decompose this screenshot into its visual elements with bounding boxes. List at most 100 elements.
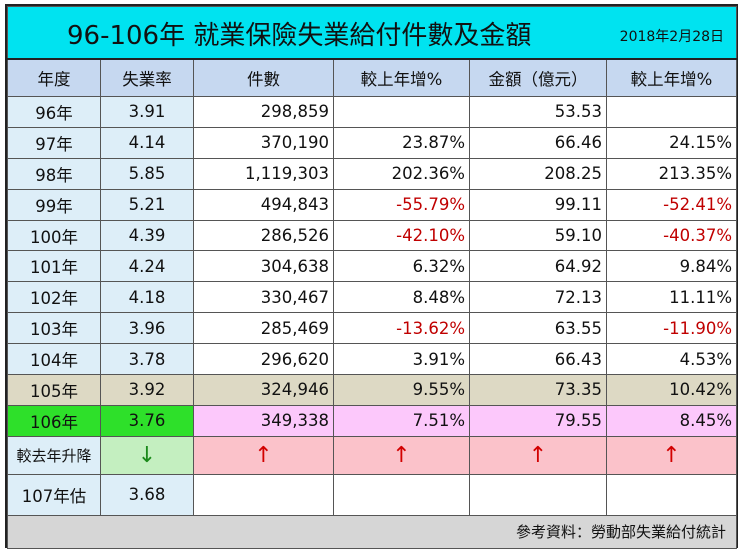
- data-table-sheet: 96-106年 就業保險失業給付件數及金額 2018年2月28日 年度 失業率 …: [5, 4, 738, 549]
- amount-change-cell: -11.90%: [605, 312, 738, 345]
- table-row: 99年 5.21 494,843 -55.79% 99.11 -52.41%: [7, 188, 738, 221]
- source-note: 參考資料：勞動部失業給付統計: [6, 514, 738, 549]
- cases-change-cell: 23.87%: [333, 126, 470, 159]
- table-row: 100年 4.39 286,526 -42.10% 59.10 -40.37%: [7, 219, 738, 252]
- cases-cell: 494,843: [193, 188, 334, 221]
- estimate-empty-cell: [333, 473, 470, 516]
- table-row: 102年 4.18 330,467 8.48% 72.13 11.11%: [7, 281, 738, 314]
- col-header-year: 年度: [7, 58, 101, 97]
- cases-change-cell: 3.91%: [333, 343, 470, 376]
- cases-cell: 285,469: [193, 312, 334, 345]
- unemployment-rate-cell: 4.14: [100, 126, 194, 159]
- cases-change-cell: 7.51%: [333, 404, 470, 437]
- table-row: 96年 3.91 298,859 53.53: [7, 96, 738, 128]
- amount-change-cell: 11.11%: [605, 281, 738, 314]
- table-row: 97年 4.14 370,190 23.87% 66.46 24.15%: [7, 126, 738, 159]
- table-row: 98年 5.85 1,119,303 202.36% 208.25 213.35%: [7, 157, 738, 190]
- unemployment-rate-cell: 3.92: [100, 374, 194, 406]
- amount-cell: 208.25: [469, 157, 607, 190]
- data-table: 96-106年 就業保險失業給付件數及金額 2018年2月28日 年度 失業率 …: [6, 6, 738, 549]
- title-cell: 96-106年 就業保險失業給付件數及金額 2018年2月28日: [6, 6, 738, 60]
- cases-cell: 349,338: [193, 404, 334, 437]
- year-cell: 100年: [7, 219, 101, 252]
- estimate-row: 107年估 3.68: [7, 473, 738, 516]
- amount-up-arrow-icon: ↑: [469, 435, 607, 475]
- unemployment-rate-cell: 4.39: [100, 219, 194, 252]
- cases-change-cell: [333, 96, 470, 128]
- year-cell: 96年: [7, 96, 101, 128]
- estimate-empty-cell: [469, 473, 607, 516]
- year-cell: 99年: [7, 188, 101, 221]
- amount-change-cell: 213.35%: [605, 157, 738, 190]
- rate-down-arrow-icon: ↓: [100, 435, 194, 475]
- header-row: 年度 失業率 件數 較上年增% 金額（億元） 較上年增%: [7, 58, 738, 97]
- year-cell: 98年: [7, 157, 101, 190]
- cases-cell: 286,526: [193, 219, 334, 252]
- cases-cell: 370,190: [193, 126, 334, 159]
- cases-change-cell: -42.10%: [333, 219, 470, 252]
- cases-change-up-arrow-icon: ↑: [333, 435, 470, 475]
- estimate-empty-cell: [605, 473, 738, 516]
- col-header-cases-change: 較上年增%: [333, 58, 470, 97]
- cases-cell: 296,620: [193, 343, 334, 376]
- col-header-rate: 失業率: [100, 58, 194, 97]
- year-cell: 97年: [7, 126, 101, 159]
- amount-change-cell: 9.84%: [605, 250, 738, 283]
- cases-change-cell: 6.32%: [333, 250, 470, 283]
- cases-up-arrow-icon: ↑: [193, 435, 334, 475]
- amount-cell: 66.43: [469, 343, 607, 376]
- year-cell: 104年: [7, 343, 101, 376]
- table-row: 105年 3.92 324,946 9.55% 73.35 10.42%: [7, 374, 738, 406]
- cases-change-cell: -13.62%: [333, 312, 470, 345]
- amount-cell: 64.92: [469, 250, 607, 283]
- year-cell: 101年: [7, 250, 101, 283]
- amount-cell: 66.46: [469, 126, 607, 159]
- col-header-amount-change: 較上年增%: [605, 58, 738, 97]
- year-cell: 102年: [7, 281, 101, 314]
- trend-row: 較去年升降 ↓ ↑ ↑ ↑ ↑: [7, 435, 738, 475]
- amount-cell: 59.10: [469, 219, 607, 252]
- cases-change-cell: 202.36%: [333, 157, 470, 190]
- amount-cell: 72.13: [469, 281, 607, 314]
- estimate-empty-cell: [193, 473, 334, 516]
- amount-change-cell: -52.41%: [605, 188, 738, 221]
- amount-change-cell: 8.45%: [605, 404, 738, 437]
- estimate-year: 107年估: [7, 473, 101, 516]
- trend-label: 較去年升降: [7, 435, 101, 475]
- unemployment-rate-cell: 4.18: [100, 281, 194, 314]
- amount-change-cell: 4.53%: [605, 343, 738, 376]
- table-row: 104年 3.78 296,620 3.91% 66.43 4.53%: [7, 343, 738, 376]
- table-title: 96-106年 就業保險失業給付件數及金額: [67, 20, 532, 51]
- unemployment-rate-cell: 3.78: [100, 343, 194, 376]
- table-row: 101年 4.24 304,638 6.32% 64.92 9.84%: [7, 250, 738, 283]
- amount-change-cell: -40.37%: [605, 219, 738, 252]
- year-cell: 103年: [7, 312, 101, 345]
- amount-cell: 73.35: [469, 374, 607, 406]
- cases-cell: 298,859: [193, 96, 334, 128]
- table-row: 106年 3.76 349,338 7.51% 79.55 8.45%: [7, 404, 738, 437]
- amount-cell: 53.53: [469, 96, 607, 128]
- table-row: 103年 3.96 285,469 -13.62% 63.55 -11.90%: [7, 312, 738, 345]
- amount-change-cell: 24.15%: [605, 126, 738, 159]
- unemployment-rate-cell: 3.76: [100, 404, 194, 437]
- cases-cell: 330,467: [193, 281, 334, 314]
- year-cell: 105年: [7, 374, 101, 406]
- source-row: 參考資料：勞動部失業給付統計: [6, 514, 738, 549]
- amount-change-cell: 10.42%: [605, 374, 738, 406]
- table-date: 2018年2月28日: [619, 29, 725, 45]
- cases-cell: 304,638: [193, 250, 334, 283]
- amount-cell: 63.55: [469, 312, 607, 345]
- cases-cell: 324,946: [193, 374, 334, 406]
- col-header-amount: 金額（億元）: [469, 58, 607, 97]
- title-row: 96-106年 就業保險失業給付件數及金額 2018年2月28日: [6, 6, 738, 60]
- year-cell: 106年: [7, 404, 101, 437]
- amount-change-up-arrow-icon: ↑: [605, 435, 738, 475]
- cases-cell: 1,119,303: [193, 157, 334, 190]
- unemployment-rate-cell: 5.21: [100, 188, 194, 221]
- cases-change-cell: 8.48%: [333, 281, 470, 314]
- amount-cell: 99.11: [469, 188, 607, 221]
- unemployment-rate-cell: 5.85: [100, 157, 194, 190]
- col-header-cases: 件數: [193, 58, 334, 97]
- unemployment-rate-cell: 3.91: [100, 96, 194, 128]
- cases-change-cell: 9.55%: [333, 374, 470, 406]
